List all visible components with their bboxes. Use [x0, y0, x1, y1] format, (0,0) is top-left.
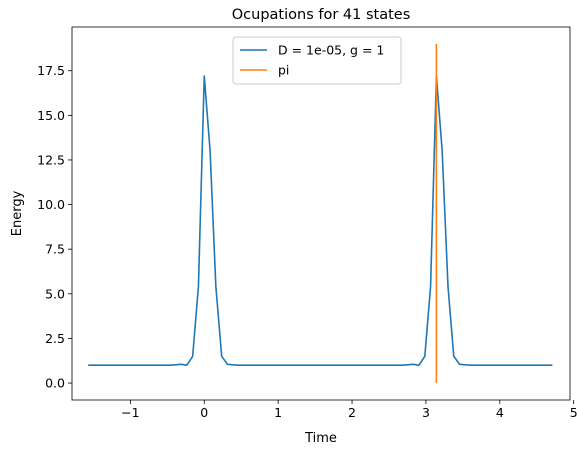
x-tick-label: 1	[274, 405, 282, 420]
axes-frame	[71, 26, 571, 401]
y-tick-label: 0.0	[45, 376, 65, 391]
x-axis-label: Time	[304, 431, 337, 446]
y-tick-label: 7.5	[45, 242, 65, 257]
y-tick-label: 17.5	[37, 63, 65, 78]
x-axis-ticks: −1 0 1 2 3 4 5	[121, 400, 578, 420]
y-tick-label: 15.0	[37, 108, 65, 123]
legend-label-0: D = 1e-05, g = 1	[278, 43, 384, 58]
chart-title: Ocupations for 41 states	[232, 7, 411, 23]
legend: D = 1e-05, g = 1 pi	[232, 36, 402, 85]
y-tick-label: 2.5	[45, 331, 65, 346]
series-layer	[88, 43, 553, 384]
series-line-0	[88, 75, 553, 367]
y-tick-label: 12.5	[37, 152, 65, 167]
x-tick-label: 4	[496, 405, 504, 420]
x-tick-label: 5	[570, 405, 578, 420]
legend-label-1: pi	[278, 63, 289, 78]
x-tick-label: 2	[348, 405, 356, 420]
y-tick-label: 5.0	[45, 286, 65, 301]
y-tick-label: 10.0	[37, 197, 65, 212]
plot-area	[71, 26, 571, 401]
y-axis-ticks: 0.0 2.5 5.0 7.5 10.0 12.5 15.0 17.5	[37, 63, 72, 391]
x-tick-label: 0	[200, 405, 208, 420]
y-axis-label: Energy	[10, 190, 25, 236]
x-tick-label: −1	[121, 405, 139, 420]
legend-box	[232, 36, 402, 85]
x-tick-label: 3	[422, 405, 430, 420]
